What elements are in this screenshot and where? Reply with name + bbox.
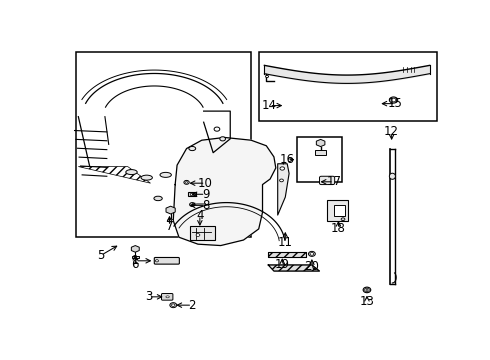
Polygon shape <box>173 138 276 246</box>
Ellipse shape <box>160 172 172 177</box>
Ellipse shape <box>363 287 371 293</box>
Ellipse shape <box>366 289 368 291</box>
Ellipse shape <box>220 137 225 141</box>
Text: 1: 1 <box>131 254 139 267</box>
FancyBboxPatch shape <box>319 176 335 185</box>
Ellipse shape <box>155 260 158 262</box>
Text: 7: 7 <box>166 220 173 233</box>
Ellipse shape <box>365 288 369 292</box>
Ellipse shape <box>185 181 188 183</box>
Ellipse shape <box>190 203 195 207</box>
Ellipse shape <box>154 196 162 201</box>
Text: 14: 14 <box>262 99 277 112</box>
Bar <box>297 138 342 182</box>
FancyBboxPatch shape <box>162 293 173 300</box>
Text: 4: 4 <box>196 208 204 221</box>
Ellipse shape <box>189 147 196 150</box>
Text: 12: 12 <box>384 125 399 138</box>
Ellipse shape <box>168 219 173 222</box>
Ellipse shape <box>390 173 395 179</box>
Ellipse shape <box>166 296 169 298</box>
Text: 10: 10 <box>198 177 213 190</box>
Bar <box>190 193 195 195</box>
Polygon shape <box>278 164 289 215</box>
Ellipse shape <box>341 218 345 221</box>
Text: 8: 8 <box>202 199 209 212</box>
Text: 9: 9 <box>202 188 209 201</box>
Ellipse shape <box>390 97 398 103</box>
Ellipse shape <box>172 304 175 306</box>
Bar <box>315 150 326 155</box>
Ellipse shape <box>184 180 189 184</box>
Text: 17: 17 <box>326 175 342 188</box>
Ellipse shape <box>310 252 314 255</box>
Ellipse shape <box>280 179 283 182</box>
FancyBboxPatch shape <box>334 205 345 216</box>
Text: 3: 3 <box>145 290 152 303</box>
Bar <box>132 256 139 258</box>
FancyBboxPatch shape <box>190 226 215 240</box>
Ellipse shape <box>126 170 137 175</box>
Ellipse shape <box>141 175 152 180</box>
Text: 2: 2 <box>189 299 196 312</box>
Ellipse shape <box>391 98 396 102</box>
Text: 13: 13 <box>360 295 374 308</box>
Ellipse shape <box>309 251 315 256</box>
Bar <box>268 252 306 257</box>
Ellipse shape <box>170 303 177 308</box>
Ellipse shape <box>196 234 200 237</box>
Text: 18: 18 <box>331 222 346 235</box>
Text: 16: 16 <box>280 153 294 166</box>
Text: 6: 6 <box>131 258 139 271</box>
FancyBboxPatch shape <box>154 257 179 264</box>
Ellipse shape <box>266 75 269 77</box>
Ellipse shape <box>214 127 220 131</box>
Text: 15: 15 <box>388 97 403 110</box>
Bar <box>268 252 306 257</box>
Text: 20: 20 <box>304 260 319 273</box>
Bar <box>189 192 196 196</box>
Text: 5: 5 <box>98 249 105 262</box>
Text: 19: 19 <box>275 258 290 271</box>
Text: 11: 11 <box>278 236 293 249</box>
FancyBboxPatch shape <box>327 200 348 221</box>
Bar <box>259 51 437 121</box>
Ellipse shape <box>280 167 285 170</box>
Bar <box>76 51 251 237</box>
Polygon shape <box>268 265 319 271</box>
